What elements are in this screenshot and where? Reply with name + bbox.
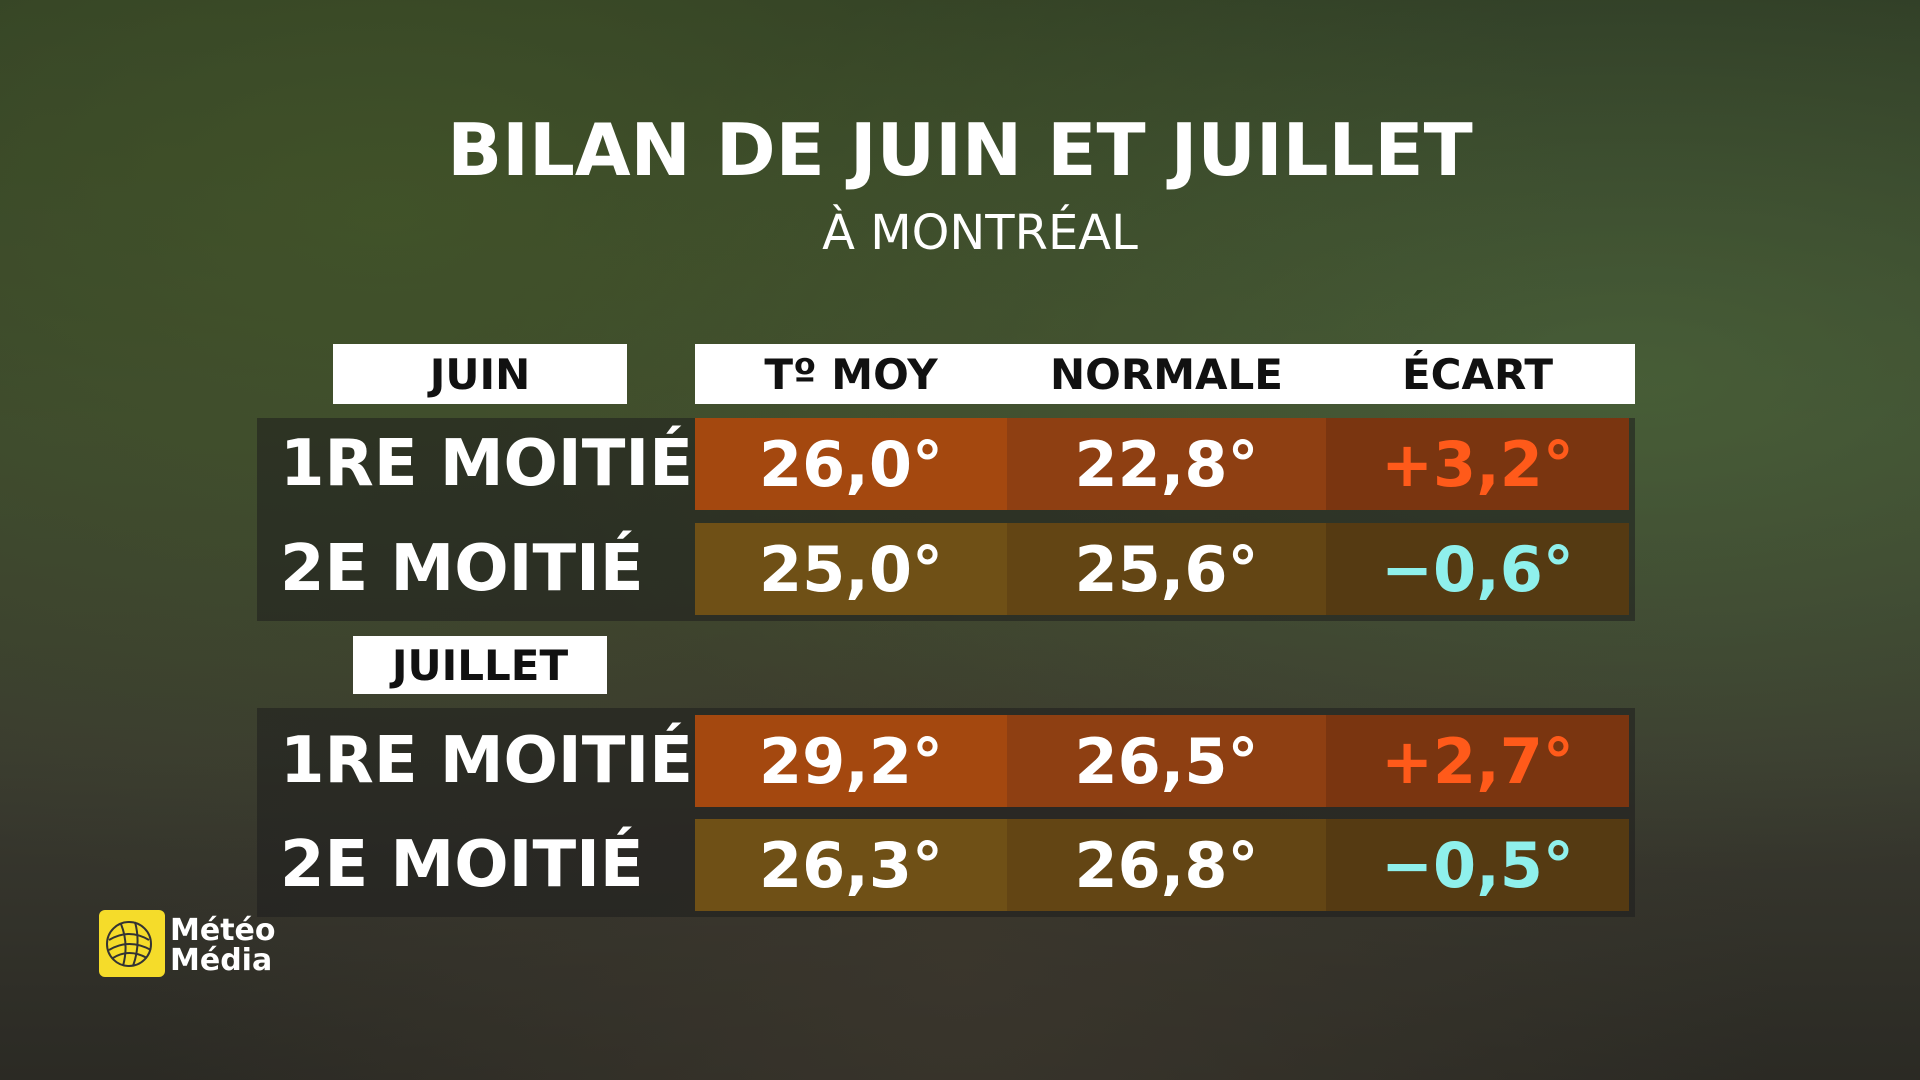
value-cell: −0,5° <box>1326 819 1629 911</box>
value-cell: +2,7° <box>1326 715 1629 807</box>
column-header: Tº MOY <box>764 349 938 399</box>
value-cell: +3,2° <box>1326 418 1629 510</box>
section-label: JUIN <box>333 344 627 404</box>
row-label: 2E MOITIÉ <box>280 828 644 902</box>
row-label: 1RE MOITIÉ <box>280 427 693 501</box>
column-header: ÉCART <box>1401 349 1554 399</box>
value-cell: 26,8° <box>1007 819 1326 911</box>
value-cell: 26,5° <box>1007 715 1326 807</box>
row-label: 1RE MOITIÉ <box>280 724 693 798</box>
value-cell: 26,3° <box>695 819 1007 911</box>
row-label: 2E MOITIÉ <box>280 532 644 606</box>
value-cell: 29,2° <box>695 715 1007 807</box>
section-label: JUILLET <box>353 636 607 694</box>
logo-icon <box>99 910 165 977</box>
subtitle: À MONTRÉAL <box>822 205 1138 261</box>
value-cell: 26,0° <box>695 418 1007 510</box>
logo-text: Météo <box>170 913 276 948</box>
value-cell: 25,6° <box>1007 523 1326 615</box>
column-header-bar: Tº MOY NORMALE ÉCART <box>695 344 1635 404</box>
logo-globe <box>106 921 152 967</box>
column-header: NORMALE <box>1050 349 1283 399</box>
value-cell: −0,6° <box>1326 523 1629 615</box>
value-cell: 22,8° <box>1007 418 1326 510</box>
value-cell: 25,0° <box>695 523 1007 615</box>
title: BILAN DE JUIN ET JUILLET <box>447 108 1473 192</box>
logo-text: Média <box>170 943 273 978</box>
